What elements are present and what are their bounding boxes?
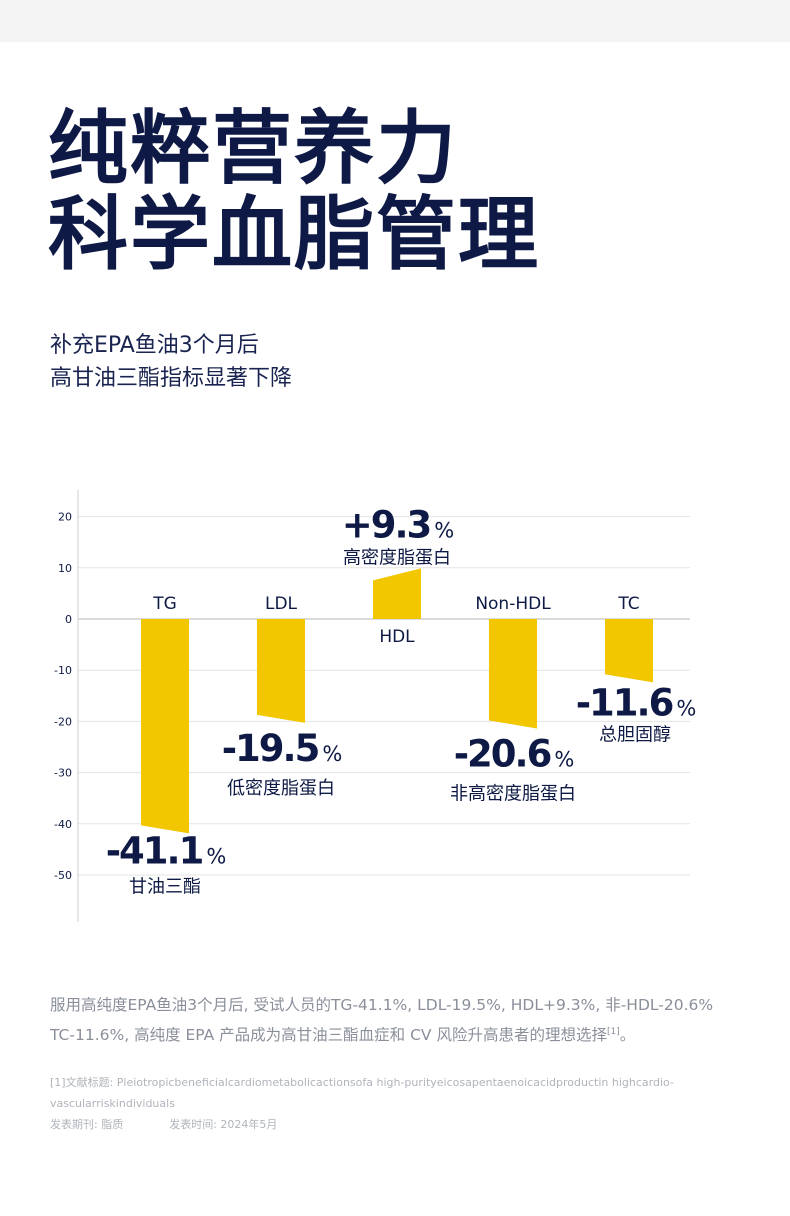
y-tick-label: -10 bbox=[54, 664, 72, 677]
footnote-line2: TC-11.6%, 高纯度 EPA 产品成为高甘油三酯血症和 CV 风险升高患者… bbox=[50, 1019, 740, 1049]
top-band bbox=[0, 0, 790, 42]
data-description: 总胆固醇 bbox=[599, 724, 671, 745]
subtitle-line2: 高甘油三酯指标显著下降 bbox=[50, 366, 293, 391]
bar-hdl bbox=[373, 568, 421, 619]
reference-date: 发表时间: 2024年5月 bbox=[169, 1118, 278, 1131]
references: [1]文献标题: Pleiotropicbeneficialcardiometa… bbox=[50, 1072, 750, 1135]
data-description: 低密度脂蛋白 bbox=[227, 778, 335, 799]
data-description: 高密度脂蛋白 bbox=[343, 547, 451, 568]
bar-chart: 20 10 0 -10 -20 -30 -40 -50 TG -41.1 % 甘油三酯 LDL -19.5… bbox=[54, 490, 697, 922]
data-label: -19.5% bbox=[222, 727, 342, 770]
category-label: TG bbox=[152, 594, 177, 614]
category-label: TC bbox=[617, 594, 639, 614]
y-tick-label: -40 bbox=[54, 818, 72, 831]
data-description: 非高密度脂蛋白 bbox=[450, 783, 576, 804]
subtitle-line1: 补充EPA鱼油3个月后 bbox=[50, 333, 259, 358]
y-tick-label: 20 bbox=[58, 511, 72, 524]
subtitle: 补充EPA鱼油3个月后 高甘油三酯指标显著下降 bbox=[50, 329, 292, 395]
hero-title-line2: 科学血脂管理 bbox=[48, 188, 540, 281]
data-label: -20.6% bbox=[454, 732, 574, 775]
y-tick-label: 10 bbox=[58, 562, 72, 575]
bar-tc bbox=[605, 619, 653, 683]
y-tick-label: -20 bbox=[54, 715, 72, 728]
footnote: 服用高纯度EPA鱼油3个月后, 受试人员的TG-41.1%, LDL-19.5%… bbox=[50, 992, 740, 1049]
reference-title-line2: vascularriskindividuals bbox=[50, 1097, 175, 1110]
data-label: -41.1% bbox=[106, 829, 226, 872]
data-label: -11.6% bbox=[576, 681, 696, 724]
data-description: 甘油三酯 bbox=[129, 876, 201, 897]
category-label: Non-HDL bbox=[475, 594, 551, 614]
reference-title-line1: [1]文献标题: Pleiotropicbeneficialcardiometa… bbox=[50, 1076, 674, 1089]
footnote-line1: 服用高纯度EPA鱼油3个月后, 受试人员的TG-41.1%, LDL-19.5%… bbox=[50, 996, 714, 1014]
y-tick-label: 0 bbox=[65, 613, 72, 626]
category-label: HDL bbox=[379, 627, 415, 647]
reference-journal: 发表期刊: 脂质 bbox=[50, 1118, 124, 1131]
footnote-line2-text: TC-11.6%, 高纯度 EPA 产品成为高甘油三酯血症和 CV 风险升高患者… bbox=[50, 1026, 607, 1045]
footnote-line2-end: 。 bbox=[619, 1026, 636, 1045]
y-tick-label: -30 bbox=[54, 767, 72, 780]
footnote-reference-marker: [1] bbox=[606, 1027, 620, 1037]
data-label: +9.3% bbox=[342, 503, 454, 546]
hero-title: 纯粹营养力 科学血脂管理 bbox=[48, 106, 540, 278]
y-tick-label: -50 bbox=[54, 869, 72, 882]
hero-title-line1: 纯粹营养力 bbox=[48, 102, 458, 195]
bar-tg bbox=[141, 619, 189, 834]
bar-ldl bbox=[257, 619, 305, 723]
category-label: LDL bbox=[265, 594, 298, 614]
bar-non-hdl bbox=[489, 619, 537, 729]
reference-meta: 发表期刊: 脂质 发表时间: 2024年5月 bbox=[50, 1114, 750, 1135]
